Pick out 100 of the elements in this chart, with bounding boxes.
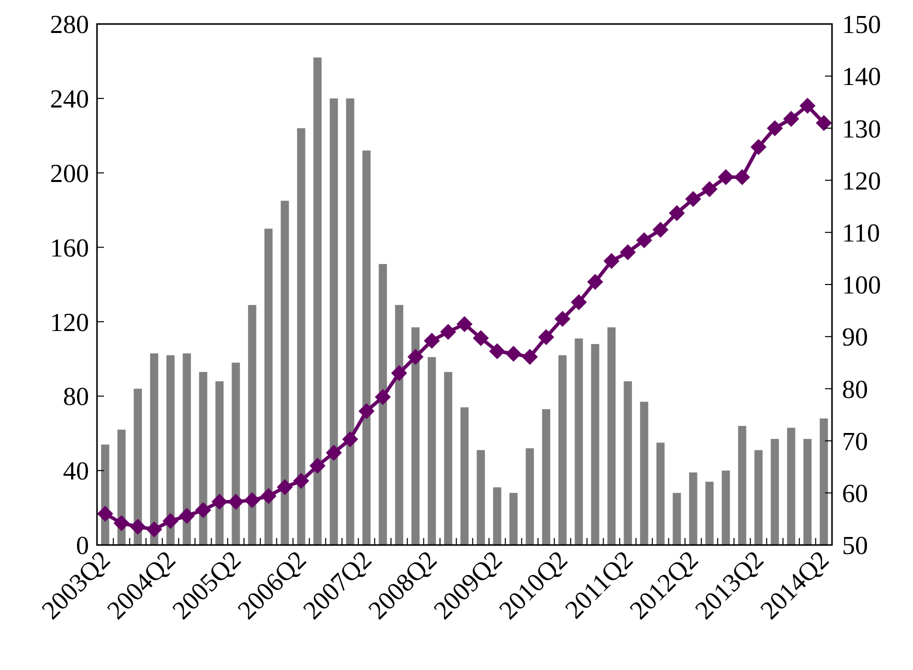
bar xyxy=(395,304,404,545)
bar xyxy=(803,438,812,545)
point xyxy=(326,444,342,461)
bar xyxy=(754,450,763,545)
bar xyxy=(656,442,665,545)
point xyxy=(783,110,800,127)
bar xyxy=(624,381,632,545)
bar xyxy=(542,409,550,545)
bar xyxy=(820,418,828,545)
bar xyxy=(362,150,371,545)
point xyxy=(702,181,718,198)
bar xyxy=(722,470,730,545)
bar xyxy=(428,357,436,545)
y2-tick-label: 100 xyxy=(842,270,881,300)
point xyxy=(408,348,424,365)
bar xyxy=(787,428,796,545)
bar xyxy=(444,372,452,545)
bar xyxy=(607,327,616,545)
bar xyxy=(476,450,485,545)
point xyxy=(652,222,668,238)
point xyxy=(668,205,685,222)
point xyxy=(342,431,358,448)
point xyxy=(212,494,228,510)
point xyxy=(718,169,734,186)
point xyxy=(374,389,391,406)
point xyxy=(456,316,472,332)
y2-tick-label: 110 xyxy=(842,218,880,248)
bar xyxy=(689,472,698,545)
y-tick-label: 280 xyxy=(50,10,89,40)
point xyxy=(766,120,783,136)
y2-tick-label: 70 xyxy=(842,426,868,456)
point xyxy=(97,506,114,522)
y-tick-label: 240 xyxy=(50,84,89,114)
point xyxy=(816,114,832,131)
y2-tick-label: 60 xyxy=(842,479,868,508)
point xyxy=(587,274,604,290)
bar xyxy=(150,353,158,545)
bar xyxy=(770,438,779,545)
bar xyxy=(574,338,583,545)
point xyxy=(130,518,146,535)
y-tick-label: 80 xyxy=(63,382,89,412)
point xyxy=(685,191,702,208)
y2-tick-label: 120 xyxy=(842,166,881,196)
point xyxy=(358,403,374,420)
y2-tick-label: 150 xyxy=(842,10,881,40)
point xyxy=(162,513,178,530)
bar xyxy=(738,426,746,545)
point xyxy=(554,310,570,327)
y2-tick-label: 90 xyxy=(842,322,868,352)
bar xyxy=(134,388,142,545)
point xyxy=(636,232,652,248)
point xyxy=(293,472,310,489)
point xyxy=(276,479,293,496)
bar xyxy=(411,327,420,545)
y-tick-label: 40 xyxy=(63,456,89,486)
y-tick-label: 120 xyxy=(50,308,89,337)
bar xyxy=(526,448,534,545)
bar xyxy=(460,407,469,545)
y2-tick-label: 140 xyxy=(842,62,881,92)
bar xyxy=(215,381,224,545)
bar xyxy=(672,492,681,545)
y2-tick-label: 50 xyxy=(842,531,868,560)
y2-tick-label: 80 xyxy=(842,374,868,404)
point xyxy=(440,324,456,340)
bar xyxy=(166,355,175,545)
point xyxy=(146,521,162,538)
bar xyxy=(182,353,191,545)
y-tick-label: 200 xyxy=(50,158,89,188)
bar xyxy=(199,372,208,545)
point xyxy=(178,508,195,524)
point xyxy=(570,294,587,310)
bar xyxy=(378,264,387,545)
point xyxy=(244,492,260,508)
y2-tick-label: 130 xyxy=(842,114,881,144)
bar xyxy=(640,402,648,545)
point xyxy=(506,346,522,362)
point xyxy=(310,458,326,474)
point xyxy=(800,98,816,114)
point xyxy=(604,253,620,270)
bar xyxy=(705,482,714,545)
point xyxy=(734,169,750,186)
bar xyxy=(558,355,567,545)
point xyxy=(195,502,212,518)
point xyxy=(228,494,244,510)
y-tick-label: 160 xyxy=(50,233,89,262)
point xyxy=(538,329,554,346)
point xyxy=(114,515,130,532)
bar xyxy=(346,98,354,545)
y-tick-label: 0 xyxy=(76,531,89,560)
bar xyxy=(591,344,600,545)
point xyxy=(424,332,440,349)
bar xyxy=(232,362,240,545)
bar xyxy=(248,304,256,545)
point xyxy=(620,244,636,260)
point xyxy=(260,488,276,504)
point xyxy=(750,138,766,155)
bar xyxy=(313,57,322,545)
bar xyxy=(509,492,518,545)
bar xyxy=(264,228,273,545)
bar xyxy=(330,98,338,545)
